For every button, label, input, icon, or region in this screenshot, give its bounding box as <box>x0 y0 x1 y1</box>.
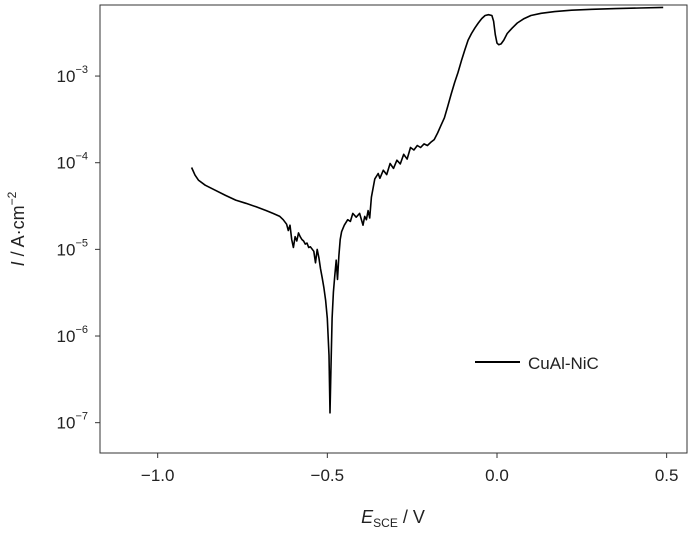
y-tick-label: 10−6 <box>57 324 88 346</box>
series-line <box>190 6 664 414</box>
x-tick-label: 0.0 <box>485 466 509 485</box>
series-layer <box>190 6 664 414</box>
legend-label: CuAl-NiC <box>528 354 599 373</box>
x-axis-title: ESCE / V <box>361 507 425 530</box>
y-tick-label: 10−5 <box>57 237 88 259</box>
plot-frame <box>99 4 688 454</box>
x-axis-ticks: −1.0 −0.5 0.0 0.5 <box>141 453 679 485</box>
y-axis-title: I / A·cm−2 <box>5 191 28 266</box>
x-tick-label: −1.0 <box>141 466 175 485</box>
x-tick-label: 0.5 <box>655 466 679 485</box>
y-axis-ticks: 10−7 10−6 10−5 10−4 10−3 <box>57 64 100 433</box>
y-tick-label: 10−3 <box>57 64 88 86</box>
legend: CuAl-NiC <box>475 354 599 373</box>
x-tick-label: −0.5 <box>311 466 345 485</box>
y-tick-label: 10−7 <box>57 411 88 433</box>
y-tick-label: 10−4 <box>57 151 88 173</box>
